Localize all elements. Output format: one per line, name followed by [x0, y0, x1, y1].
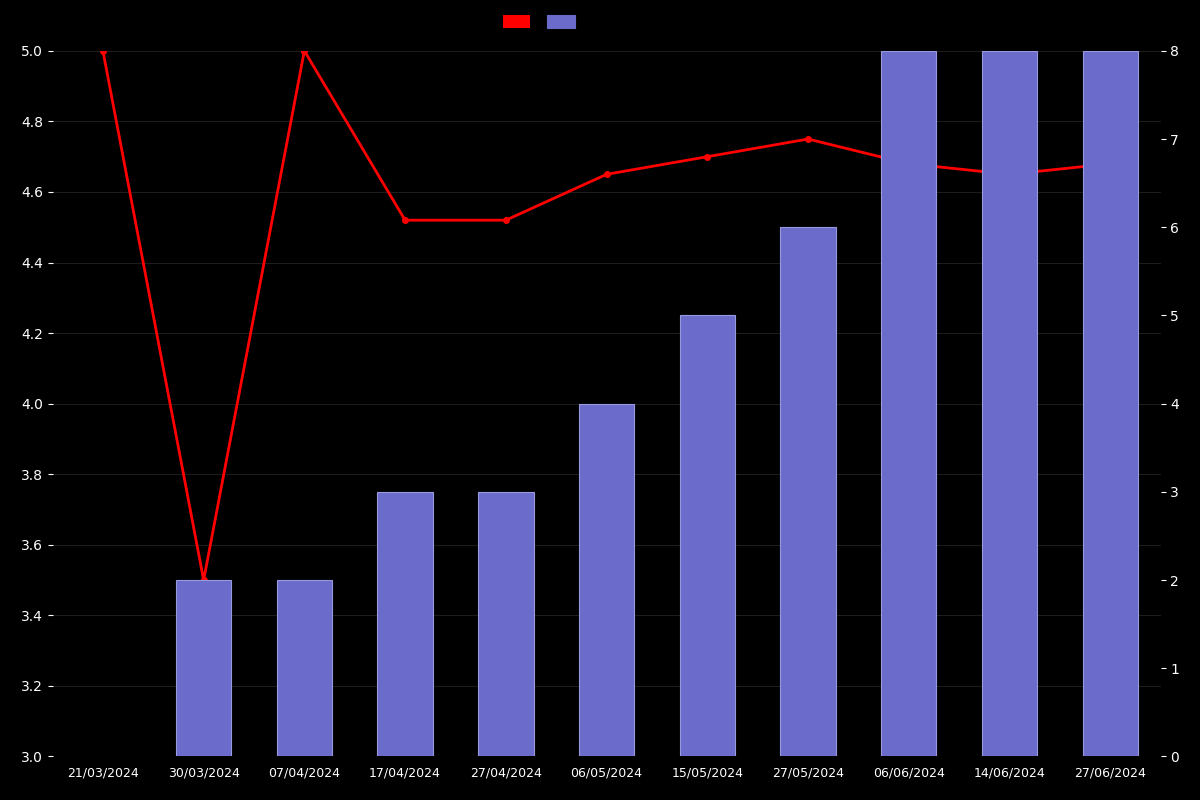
Bar — [277, 580, 332, 757]
Bar — [679, 315, 734, 757]
Bar — [578, 404, 635, 757]
Bar — [378, 492, 433, 757]
Bar — [881, 51, 936, 757]
Bar — [478, 492, 534, 757]
Bar — [1082, 51, 1138, 757]
Bar — [982, 51, 1037, 757]
Bar — [176, 580, 232, 757]
Legend: , : , — [503, 15, 577, 30]
Bar — [780, 227, 835, 757]
